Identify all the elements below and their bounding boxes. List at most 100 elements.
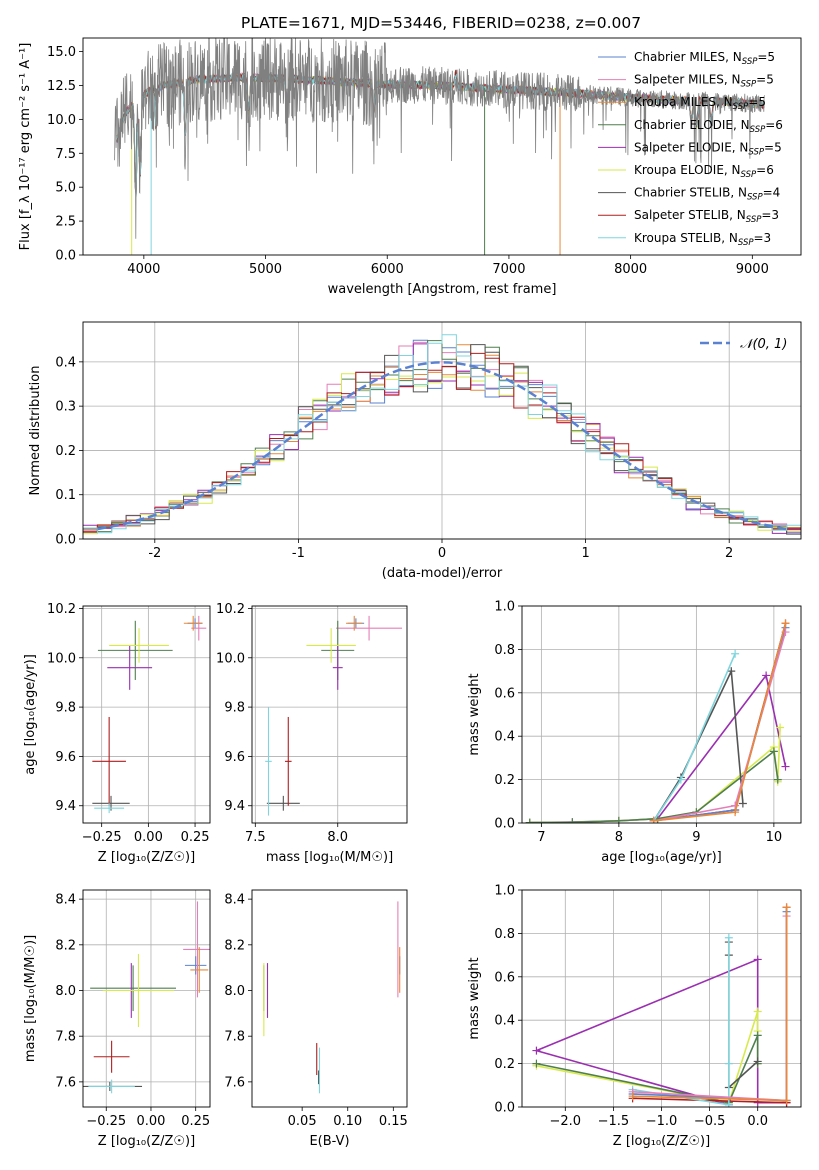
x-tick-label: -1 (292, 546, 305, 561)
y-tick-label: 10.0 (47, 651, 76, 666)
normal-curve (97, 361, 787, 531)
x-axis-label: mass [log₁₀(M/M☉)] (266, 850, 393, 865)
axes-frame (251, 889, 408, 1108)
plot-area-massweight_vs_Z (532, 903, 791, 1107)
x-tick-label: 0.00 (134, 830, 163, 845)
panel-massweight_vs_Z: −2.0 −1.5 −1.0 −0.5 0.0 0.0 0.2 0.4 0.6 0.8 1.0 Z [… (467, 884, 802, 1149)
y-axis-label: Flux [f_λ 10⁻¹⁷ erg cm⁻² s⁻¹ A⁻¹] (18, 43, 33, 251)
histogram-k_elodie (83, 372, 801, 535)
y-tick-label: 0.0 (494, 1101, 515, 1116)
weight-marker-k_elodie (753, 1007, 762, 1016)
weight-marker-k_stelib (731, 649, 740, 658)
x-tick-label: 8 (615, 830, 623, 845)
weight-line-k_stelib (632, 937, 730, 1106)
y-axis-label: Normed distribution (28, 366, 43, 496)
axes-frame (521, 889, 802, 1108)
y-tick-label: 0.1 (55, 488, 76, 503)
x-tick-label: −0.5 (694, 1114, 726, 1129)
y-axis-label: age [log₁₀(age/yr)] (23, 654, 38, 775)
y-tick-label: 7.5 (55, 147, 76, 162)
y-tick-label: 0.2 (55, 444, 76, 459)
weight-marker-c_stelib (753, 1057, 762, 1066)
y-tick-label: 7.6 (224, 1075, 245, 1090)
legend-label-s_elodie: Salpeter ELODIE, NSSP=5 (634, 140, 782, 157)
x-axis-label: Z [log₁₀(Z/Z☉)] (98, 850, 195, 865)
y-tick-label: 0.8 (494, 643, 515, 658)
y-tick-label: 8.0 (55, 984, 76, 999)
x-tick-label: 7000 (492, 262, 525, 277)
y-tick-label: 8.2 (224, 938, 245, 953)
axes-frame (251, 605, 408, 824)
axes-frame (521, 605, 802, 824)
weight-marker-k_stelib (724, 1100, 733, 1107)
plot-area-massweight_vs_age (525, 619, 790, 823)
x-tick-label: 1 (581, 546, 589, 561)
y-tick-label: 9.8 (55, 701, 76, 716)
y-axis-label: mass weight (467, 673, 482, 755)
histogram-c_stelib (83, 344, 801, 535)
legend-label-k_elodie: Kroupa ELODIE, NSSP=6 (634, 163, 774, 180)
plot-area-age_vs_mass (265, 615, 403, 816)
panel-massweight_vs_age: 7 8 9 10 0.0 0.2 0.4 0.6 0.8 1.0 age [log₁₀(age/yr… (467, 600, 802, 865)
x-tick-label: 0.0 (747, 1114, 768, 1129)
y-tick-label: 0.2 (494, 773, 515, 788)
x-tick-label: −1.0 (646, 1114, 678, 1129)
plot-area-mass_vs_Z (83, 901, 210, 1094)
x-tick-label: 6000 (371, 262, 404, 277)
y-tick-label: 7.8 (55, 1030, 76, 1045)
y-tick-label: 2.5 (55, 215, 76, 230)
x-tick-label: 7.5 (245, 830, 266, 845)
y-tick-label: 0.0 (55, 533, 76, 548)
y-tick-label: 9.8 (224, 701, 245, 716)
y-tick-label: 0.8 (494, 927, 515, 942)
y-tick-label: 8.4 (224, 893, 245, 908)
x-tick-label: 0.10 (333, 1114, 362, 1129)
panel-mass_vs_Z: −0.25 0.00 0.25 7.6 7.8 8.0 8.2 8.4 Z [log₁₀(Z/Z… (23, 889, 211, 1149)
legend-label-c_stelib: Chabrier STELIB, NSSP=4 (634, 186, 780, 203)
y-tick-label: 0.4 (494, 730, 515, 745)
plot-area-age_vs_Z (92, 615, 207, 814)
y-tick-label: 8.4 (55, 893, 76, 908)
y-tick-label: 5.0 (55, 181, 76, 196)
weight-marker-k_miles (781, 619, 790, 628)
legend-label-s_stelib: Salpeter STELIB, NSSP=3 (634, 208, 779, 225)
y-tick-label: 9.4 (224, 799, 245, 814)
plot-area-spectrum (114, 38, 765, 255)
weight-line-c_elodie (536, 1035, 759, 1104)
x-tick-label: 4000 (127, 262, 160, 277)
legend-label-k_miles: Kroupa MILES, NSSP=5 (634, 95, 766, 112)
y-tick-label: 1.0 (494, 600, 515, 615)
weight-line-s_elodie (529, 673, 787, 823)
x-tick-label: 8.0 (327, 830, 348, 845)
weight-marker-k_miles (628, 1092, 637, 1101)
panel-spectrum: 4000 5000 6000 7000 8000 9000 0.0 2.5 5.0 7.5 10.0… (18, 37, 802, 297)
weight-marker-c_elodie (614, 816, 623, 823)
weight-line-c_stelib (728, 942, 759, 1090)
weight-marker-k_miles (782, 903, 791, 912)
legend-label-k_stelib: Kroupa STELIB, NSSP=3 (634, 231, 771, 248)
y-tick-label: 8.2 (55, 938, 76, 953)
panel-age_vs_Z: −0.25 0.00 0.25 9.4 9.6 9.8 10.0 10.2 Z [log₁₀(Z… (23, 602, 211, 865)
observed-spectrum-line (114, 38, 765, 239)
y-tick-label: 0.0 (494, 817, 515, 832)
y-tick-label: 9.4 (55, 799, 76, 814)
x-tick-label: -2 (148, 546, 161, 561)
weight-marker-k_miles (782, 1096, 791, 1105)
x-tick-label: 0 (438, 546, 446, 561)
x-tick-label: 0.00 (136, 1114, 165, 1129)
axes-frame (82, 37, 802, 256)
weight-line-k_stelib (653, 653, 736, 822)
x-axis-label: (data-model)/error (382, 566, 503, 581)
y-tick-label: 9.6 (55, 750, 76, 765)
x-tick-label: 9000 (736, 262, 769, 277)
x-tick-label: −0.25 (86, 1114, 126, 1129)
panel-residuals: -2 -1 0 1 2 0.0 0.1 0.2 0.3 0.4 (data-model)/error… (28, 321, 802, 581)
axes-frame (82, 889, 211, 1108)
y-tick-label: 0.0 (55, 249, 76, 264)
weight-marker-k_miles (731, 808, 740, 817)
y-tick-label: 10.2 (216, 602, 245, 617)
x-axis-label: Z [log₁₀(Z/Z☉)] (98, 1134, 195, 1149)
x-axis-label: age [log₁₀(age/yr)] (601, 850, 722, 865)
y-tick-label: 9.6 (224, 750, 245, 765)
